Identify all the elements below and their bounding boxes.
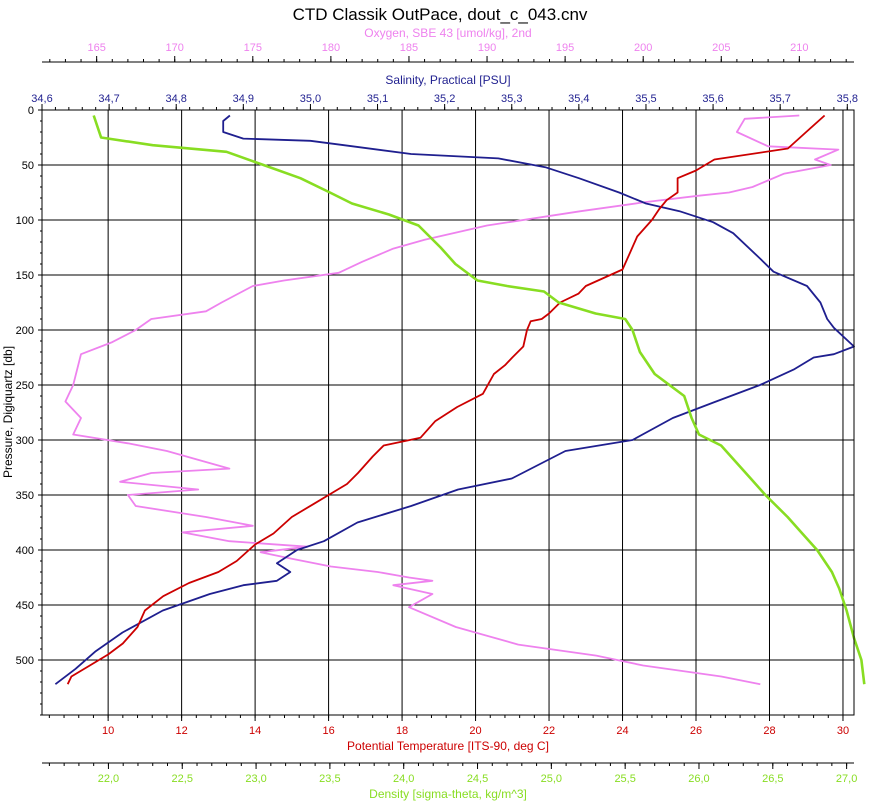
salinity-tick-label: 34,8 — [166, 93, 187, 105]
temperature-tick-label: 12 — [175, 725, 187, 737]
density-series-line — [92, 115, 866, 685]
density-tick-label: 26,5 — [762, 773, 783, 785]
oxygen-tick-label: 180 — [322, 42, 340, 54]
density-tick-label: 25,0 — [541, 773, 562, 785]
oxygen-tick-label: 190 — [478, 42, 496, 54]
oxygen-tick-label: 170 — [166, 42, 184, 54]
density-tick-label: 22,0 — [98, 773, 119, 785]
density-tick-label: 23,5 — [319, 773, 340, 785]
y-tick-label: 300 — [16, 435, 34, 447]
y-tick-label: 500 — [16, 655, 34, 667]
temperature-tick-label: 16 — [322, 725, 334, 737]
y-tick-label: 400 — [16, 545, 34, 557]
temperature-tick-label: 10 — [102, 725, 114, 737]
oxygen-tick-label: 195 — [556, 42, 574, 54]
oxygen-tick-label: 185 — [400, 42, 418, 54]
density-tick-label: 24,5 — [467, 773, 488, 785]
series-layer — [54, 114, 866, 686]
oxygen-tick-label: 200 — [634, 42, 652, 54]
temperature-tick-label: 30 — [837, 725, 849, 737]
oxygen-tick-label: 205 — [712, 42, 730, 54]
y-tick-label: 100 — [16, 215, 34, 227]
temperature-series-line — [66, 114, 826, 685]
density-tick-label: 25,5 — [614, 773, 635, 785]
y-tick-label: 50 — [22, 160, 34, 172]
temperature-tick-label: 28 — [763, 725, 775, 737]
salinity-tick-label: 35,1 — [367, 93, 388, 105]
axes: 0 50 100 150 200 250 300 350 400 450 500 165 170 175 1… — [16, 26, 858, 801]
plot-frame — [41, 109, 855, 716]
y-axis-label: Pressure, Digiquartz [db] — [1, 346, 15, 478]
temperature-tick-label: 14 — [249, 725, 261, 737]
oxygen-tick-label: 165 — [87, 42, 105, 54]
temperature-tick-label: 24 — [616, 725, 628, 737]
salinity-tick-label: 35,8 — [837, 93, 858, 105]
density-tick-label: 24,0 — [393, 773, 414, 785]
y-tick-label: 450 — [16, 600, 34, 612]
temperature-tick-label: 26 — [690, 725, 702, 737]
temperature-tick-label: 18 — [396, 725, 408, 737]
density-axis-label: Density [sigma-theta, kg/m^3] — [369, 787, 527, 801]
oxygen-series-line — [64, 114, 840, 686]
salinity-tick-label: 34,6 — [31, 93, 52, 105]
y-tick-label: 350 — [16, 490, 34, 502]
temperature-axis-label: Potential Temperature [ITS-90, deg C] — [347, 739, 549, 753]
temperature-tick-label: 20 — [469, 725, 481, 737]
salinity-tick-label: 34,7 — [98, 93, 119, 105]
oxygen-axis-label: Oxygen, SBE 43 [umol/kg], 2nd — [364, 26, 531, 40]
salinity-tick-label: 35,0 — [300, 93, 321, 105]
salinity-tick-label: 35,4 — [568, 93, 589, 105]
salinity-tick-label: 35,3 — [501, 93, 522, 105]
salinity-tick-label: 35,6 — [702, 93, 723, 105]
oxygen-tick-label: 210 — [790, 42, 808, 54]
y-tick-label: 250 — [16, 380, 34, 392]
density-tick-label: 26,0 — [688, 773, 709, 785]
density-tick-label: 22,5 — [172, 773, 193, 785]
y-tick-label: 200 — [16, 325, 34, 337]
temperature-tick-label: 22 — [543, 725, 555, 737]
salinity-series-line — [54, 114, 855, 685]
salinity-tick-label: 34,9 — [233, 93, 254, 105]
chart-title: CTD Classik OutPace, dout_c_043.cnv — [293, 5, 588, 24]
salinity-tick-label: 35,5 — [635, 93, 656, 105]
density-tick-label: 23,0 — [245, 773, 266, 785]
salinity-axis-label: Salinity, Practical [PSU] — [385, 73, 510, 87]
y-tick-label: 0 — [28, 105, 34, 117]
y-tick-label: 150 — [16, 270, 34, 282]
salinity-tick-label: 35,7 — [769, 93, 790, 105]
density-tick-label: 27,0 — [836, 773, 857, 785]
salinity-tick-label: 35,2 — [434, 93, 455, 105]
oxygen-tick-label: 175 — [244, 42, 262, 54]
